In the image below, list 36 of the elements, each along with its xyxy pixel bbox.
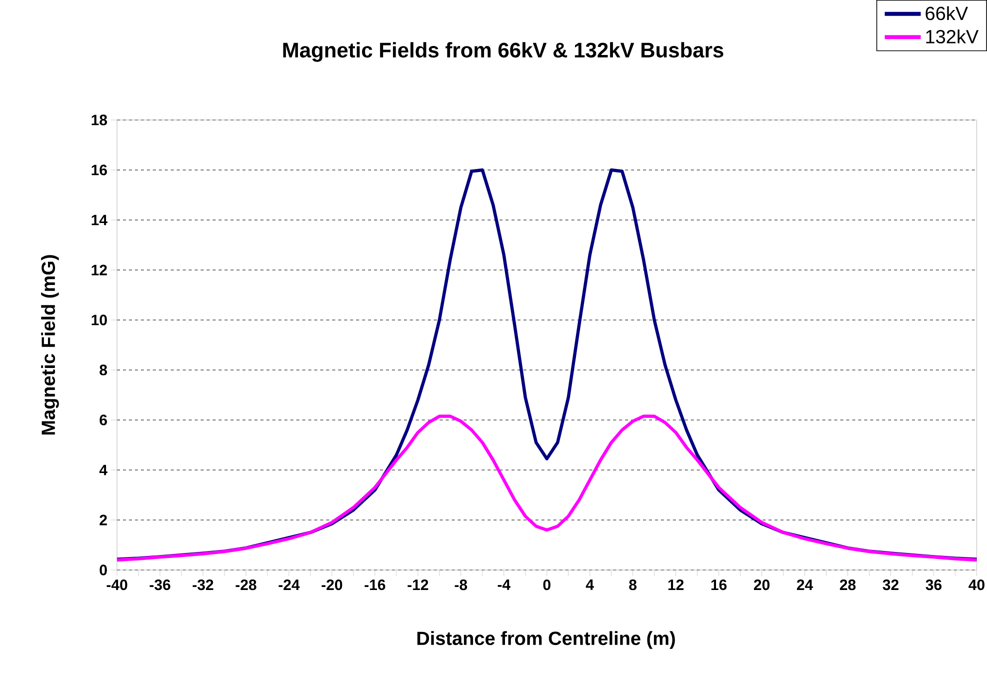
x-tick-label: -12 [408,580,428,590]
y-tick-label: 0 [100,564,107,576]
x-tick-label: 20 [754,580,770,590]
y-tick-label: 14 [92,214,108,226]
x-tick-label: 0 [543,580,550,590]
x-tick-label: -8 [454,580,468,590]
x-tick-label: 24 [796,580,814,590]
x-tick-label: 32 [882,580,898,590]
y-tick-label: 12 [92,264,107,276]
x-tick-label: 16 [711,580,727,590]
legend-label: 66kV [926,6,968,20]
x-tick-label: -28 [236,580,256,590]
x-tick-label: 8 [629,580,637,590]
x-tick-label: -16 [364,580,386,590]
y-tick-label: 4 [99,464,108,476]
y-tick-label: 18 [92,114,108,126]
x-tick-label: -24 [278,580,300,590]
x-axis-title: Distance from Centreline (m) [417,631,675,649]
y-tick-label: 10 [92,314,107,326]
y-tick-label: 6 [100,414,107,426]
legend-label: 132kV [926,29,979,44]
x-tick-label: -36 [150,580,170,590]
y-tick-label: 2 [100,514,107,526]
x-tick-label: -20 [322,580,342,590]
x-tick-label: 36 [926,580,942,590]
x-tick-label: 12 [668,580,684,590]
x-tick-label: 28 [840,580,856,590]
chart-title: Magnetic Fields from 66kV & 132kV Busbars [283,42,724,62]
x-tick-label: 40 [968,580,984,590]
x-tick-label: -40 [106,580,128,590]
x-tick-label: -32 [192,580,214,590]
x-tick-label: 4 [586,580,594,590]
x-tick-label: -4 [498,580,510,590]
y-axis-title: Magnetic Field (mG) [41,255,59,435]
y-tick-label: 16 [92,164,107,176]
y-tick-label: 8 [100,364,108,376]
